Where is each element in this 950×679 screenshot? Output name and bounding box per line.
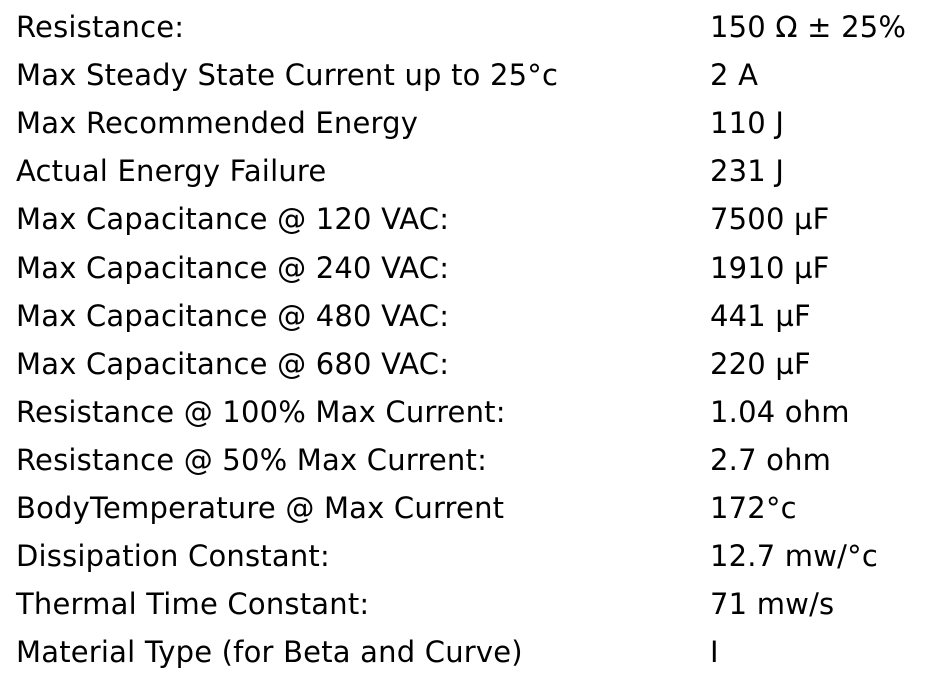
spec-label: Material Type (for Beta and Curve) xyxy=(16,635,523,670)
spec-label: Resistance @ 100% Max Current: xyxy=(16,394,506,429)
spec-label: Max Capacitance @ 120 VAC: xyxy=(16,202,450,237)
spec-label: Max Steady State Current up to 25°c xyxy=(16,58,559,93)
spec-row-material-type: Material Type (for Beta and Curve) I xyxy=(16,628,946,676)
spec-label: Resistance @ 50% Max Current: xyxy=(16,442,488,477)
spec-row-body-temperature: BodyTemperature @ Max Current 172°c xyxy=(16,484,946,532)
spec-value: 150 Ω ± 25% xyxy=(710,10,907,45)
spec-label: BodyTemperature @ Max Current xyxy=(16,490,505,525)
spec-table: Resistance: 150 Ω ± 25% Max Steady State… xyxy=(16,3,946,676)
spec-label: Resistance: xyxy=(16,10,185,45)
spec-label: Max Capacitance @ 240 VAC: xyxy=(16,250,450,285)
spec-row-max-capacitance-480: Max Capacitance @ 480 VAC: 441 µF xyxy=(16,292,946,340)
spec-label: Max Capacitance @ 480 VAC: xyxy=(16,298,450,333)
spec-value: 172°c xyxy=(710,490,797,525)
spec-row-actual-energy-failure: Actual Energy Failure 231 J xyxy=(16,147,946,195)
spec-row-thermal-time-constant: Thermal Time Constant: 71 mw/s xyxy=(16,580,946,628)
spec-row-resistance: Resistance: 150 Ω ± 25% xyxy=(16,3,946,51)
spec-value: 110 J xyxy=(710,106,785,141)
spec-value: 2 A xyxy=(710,58,759,93)
spec-label: Thermal Time Constant: xyxy=(16,587,370,622)
spec-value: 1910 µF xyxy=(710,250,830,285)
spec-value: 2.7 ohm xyxy=(710,442,832,477)
spec-value: 220 µF xyxy=(710,346,811,381)
spec-row-dissipation-constant: Dissipation Constant: 12.7 mw/°c xyxy=(16,532,946,580)
spec-value: 441 µF xyxy=(710,298,811,333)
spec-value: 231 J xyxy=(710,154,785,189)
spec-label: Max Capacitance @ 680 VAC: xyxy=(16,346,450,381)
spec-row-max-steady-state-current: Max Steady State Current up to 25°c 2 A xyxy=(16,51,946,99)
spec-row-max-capacitance-680: Max Capacitance @ 680 VAC: 220 µF xyxy=(16,340,946,388)
spec-label: Max Recommended Energy xyxy=(16,106,419,141)
spec-row-max-capacitance-240: Max Capacitance @ 240 VAC: 1910 µF xyxy=(16,243,946,291)
spec-row-resistance-50-max-current: Resistance @ 50% Max Current: 2.7 ohm xyxy=(16,436,946,484)
spec-label: Actual Energy Failure xyxy=(16,154,327,189)
spec-value: 71 mw/s xyxy=(710,587,835,622)
spec-row-max-capacitance-120: Max Capacitance @ 120 VAC: 7500 µF xyxy=(16,195,946,243)
spec-row-max-recommended-energy: Max Recommended Energy 110 J xyxy=(16,99,946,147)
spec-value: 7500 µF xyxy=(710,202,830,237)
spec-label: Dissipation Constant: xyxy=(16,539,330,574)
spec-value: I xyxy=(710,635,719,670)
spec-value: 12.7 mw/°c xyxy=(710,539,878,574)
spec-value: 1.04 ohm xyxy=(710,394,850,429)
spec-row-resistance-100-max-current: Resistance @ 100% Max Current: 1.04 ohm xyxy=(16,388,946,436)
